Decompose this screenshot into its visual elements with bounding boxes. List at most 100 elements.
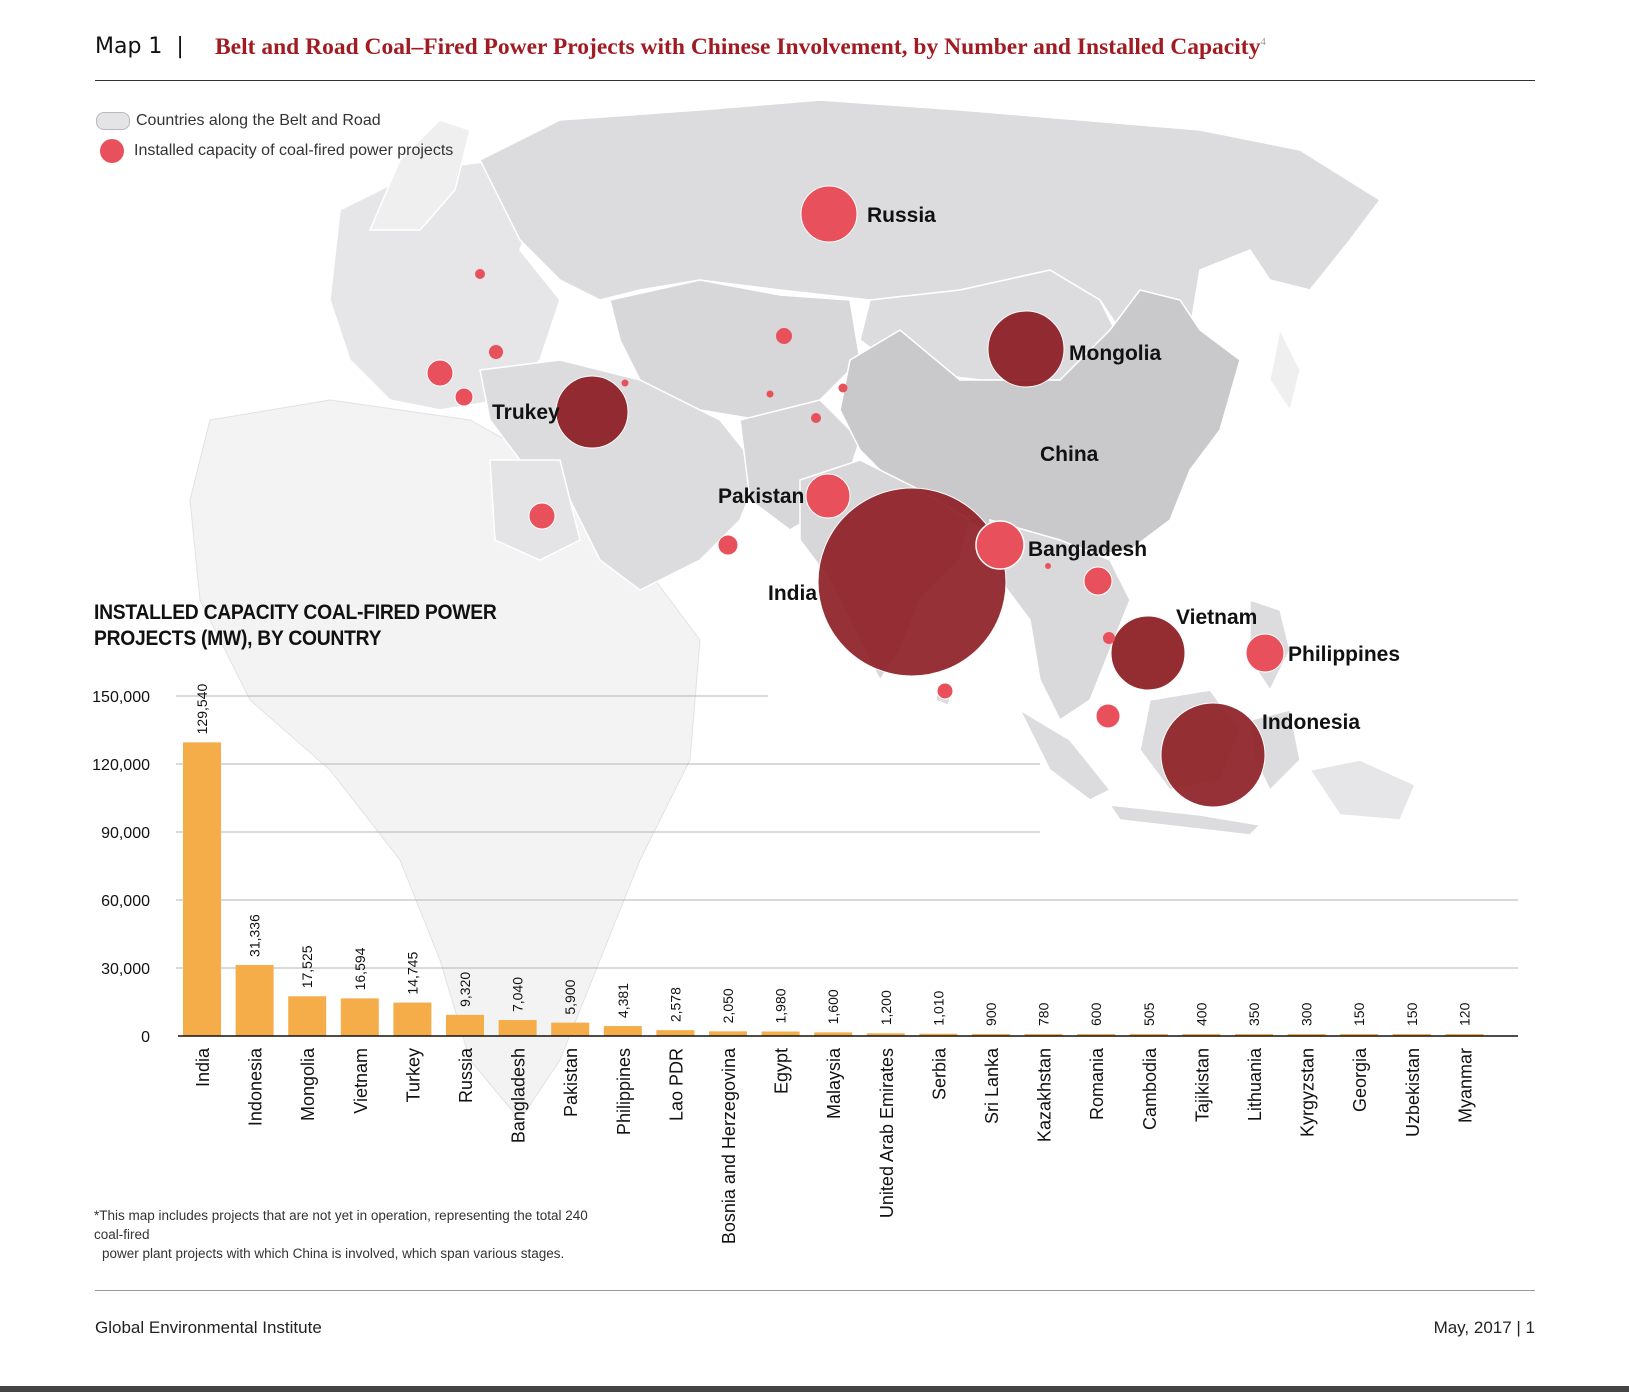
bar [393, 1002, 432, 1036]
bar-value-label: 1,980 [773, 988, 789, 1023]
bubble-turkey [555, 375, 629, 449]
chart-category-labels: India Indonesia Mongolia Vietnam Turkey Russi… [193, 1047, 1475, 1244]
bar [866, 1033, 905, 1036]
bar-value-label: 1,200 [878, 990, 894, 1025]
chart-title-line-2: PROJECTS (MW), BY COUNTRY [94, 627, 382, 650]
bar [1235, 1034, 1273, 1036]
chart-title: INSTALLED CAPACITY COAL-FIRED POWER PROJ… [94, 600, 497, 652]
land-papua [1308, 759, 1416, 821]
bar-value-label: 780 [1036, 1002, 1052, 1026]
category-label: India [193, 1047, 213, 1087]
bar-value-label: 16,594 [352, 947, 368, 990]
y-tick-label: 30,000 [101, 961, 150, 978]
label-china: China [1040, 443, 1099, 466]
page-header: Map 1 | Belt and Road Coal–Fired Power P… [95, 30, 1535, 81]
land-japan [1269, 328, 1301, 412]
chart-title-line-1: INSTALLED CAPACITY COAL-FIRED POWER [94, 601, 497, 624]
legend-capacity: Installed capacity of coal-fired power p… [96, 136, 453, 166]
chart-value-labels: 129,540 31,336 17,525 16,594 14,745 9,320 7,04… [194, 684, 1472, 1026]
label-pakistan: Pakistan [718, 485, 804, 508]
bubble-sri-lanka [936, 682, 954, 700]
chart-y-axis: 0 30,000 60,000 90,000 120,000 150,000 [92, 689, 150, 1046]
bar [1182, 1034, 1221, 1036]
bubble-lao [1083, 566, 1113, 596]
legend-country-swatch [96, 112, 130, 130]
legend-capacity-label: Installed capacity of coal-fired power p… [134, 142, 454, 159]
bar [288, 996, 327, 1036]
bar [1445, 1034, 1484, 1036]
label-turkey: Trukey [492, 401, 560, 424]
category-label: Kazakhstan [1035, 1048, 1055, 1142]
bubble-georgia [621, 379, 629, 387]
page-bottom-bar [0, 1386, 1629, 1392]
label-russia: Russia [867, 204, 936, 227]
label-mongolia: Mongolia [1069, 342, 1161, 365]
land-sumatra [1018, 708, 1112, 801]
bar [919, 1033, 958, 1036]
category-label: Romania [1087, 1047, 1107, 1120]
bar-value-label: 900 [983, 1002, 999, 1026]
map-legend: Countries along the Belt and Road Instal… [96, 106, 453, 166]
bar-value-label: 2,578 [667, 987, 683, 1022]
bubble-serbia [454, 387, 474, 407]
bubble-uzbekistan [766, 390, 774, 398]
page-title: Belt and Road Coal–Fired Power Projects … [215, 34, 1266, 60]
category-label: Cambodia [1140, 1047, 1160, 1130]
footnote-line-2: power plant projects with which China is… [102, 1246, 565, 1261]
y-tick-label: 120,000 [92, 757, 150, 774]
bar-value-label: 4,381 [615, 983, 631, 1018]
bar-value-label: 150 [1404, 1002, 1420, 1026]
category-label: Serbia [929, 1047, 949, 1100]
bubble-mongolia [987, 310, 1065, 388]
bar-value-label: 600 [1088, 1002, 1104, 1026]
bar [498, 1020, 537, 1036]
bar-value-label: 14,745 [404, 952, 420, 995]
bar [814, 1032, 853, 1036]
bar-value-label: 31,336 [247, 914, 263, 957]
bubble-philippines [1245, 633, 1285, 673]
map-country-labels: Russia Mongolia Trukey China Pakistan Ba… [492, 204, 1400, 734]
footer-divider [95, 1290, 1535, 1291]
bubble-kazakhstan [776, 328, 792, 344]
bar [603, 1026, 642, 1036]
bar-value-label: 2,050 [720, 988, 736, 1023]
bar-value-label: 150 [1351, 1002, 1367, 1026]
category-label: Myanmar [1455, 1048, 1475, 1123]
bubble-india [817, 487, 1007, 677]
bubble-pakistan [805, 473, 851, 519]
bar-value-label: 9,320 [457, 972, 473, 1007]
title-footnote-ref: 4 [1260, 36, 1266, 49]
bubble-cambodia [1103, 632, 1115, 644]
category-label: Tajikistan [1192, 1048, 1212, 1122]
bubble-kyrgyzstan [838, 383, 848, 393]
bubble-russia [800, 185, 858, 243]
bar-value-label: 400 [1193, 1002, 1209, 1026]
bubble-malaysia [1095, 703, 1121, 729]
category-label: Pakistan [561, 1048, 581, 1117]
bar-value-label: 17,525 [299, 945, 315, 988]
bar [1077, 1034, 1116, 1036]
y-tick-label: 150,000 [92, 689, 150, 706]
bar [1392, 1034, 1431, 1036]
bar [972, 1033, 1010, 1036]
category-label: Malaysia [824, 1047, 844, 1119]
legend-countries: Countries along the Belt and Road [96, 106, 453, 136]
category-label: Turkey [403, 1048, 423, 1102]
label-india: India [768, 582, 817, 605]
category-label: Sri Lanka [982, 1047, 1002, 1124]
bar [1287, 1034, 1326, 1036]
bar-value-label: 1,600 [825, 989, 841, 1024]
category-label: Vietnam [351, 1048, 371, 1114]
category-label: Egypt [772, 1048, 792, 1094]
bar [551, 1022, 590, 1036]
bar-value-label: 505 [1141, 1002, 1157, 1026]
bubble-bosnia [426, 359, 454, 387]
category-label: Lithuania [1245, 1047, 1265, 1121]
bubble-vietnam [1110, 615, 1186, 691]
category-label: Uzbekistan [1403, 1048, 1423, 1137]
bar [1024, 1034, 1063, 1036]
bar-value-label: 300 [1299, 1002, 1315, 1026]
bar [340, 998, 379, 1036]
